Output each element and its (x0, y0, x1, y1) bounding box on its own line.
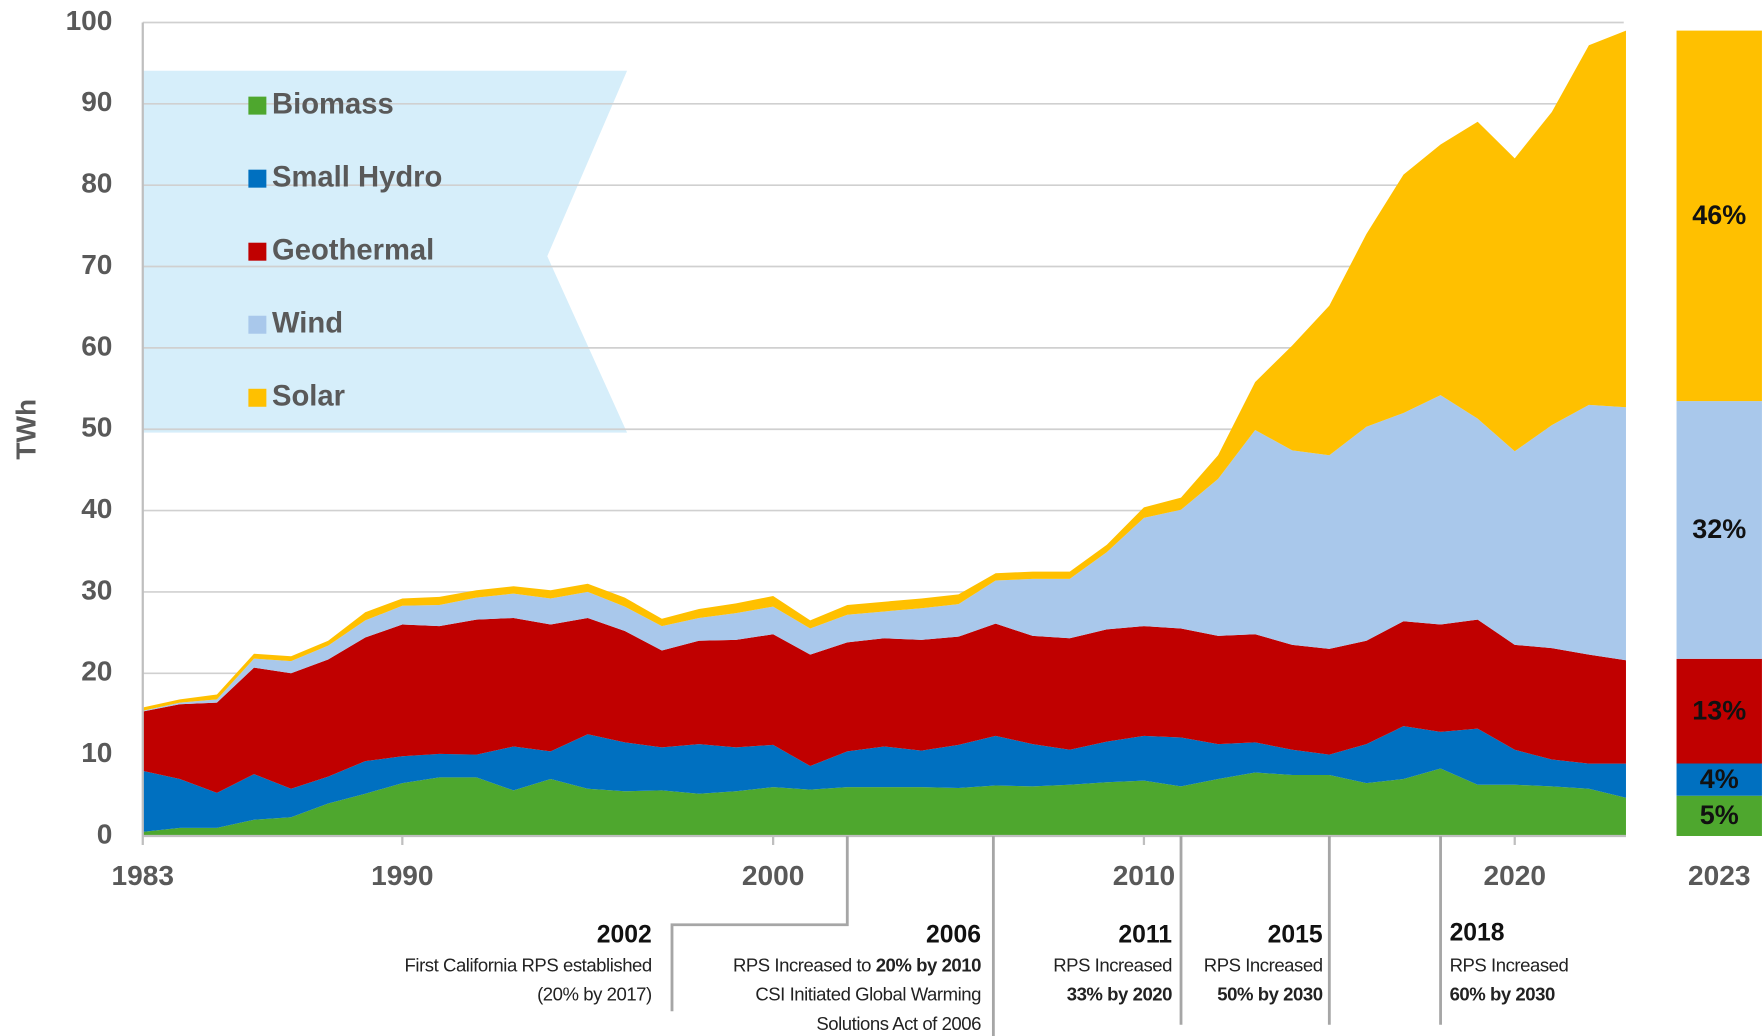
annotation-year: 2018 (1450, 919, 1505, 946)
annotation-year: 2002 (597, 922, 652, 949)
annotation-text: RPS Increased (1053, 954, 1172, 975)
annotation-year: 2006 (926, 922, 981, 949)
legend-label: Solar (272, 380, 345, 412)
share-label: 32% (1692, 514, 1746, 544)
annotation-segment: 50% by 2030 (1217, 983, 1322, 1004)
legend-swatch (248, 169, 267, 188)
share-bar (1676, 30, 1762, 402)
annotation-segment: RPS Increased to (733, 954, 876, 975)
y-tick-label: 40 (81, 493, 112, 524)
annotation-text: RPS Increased to 20% by 2010 (733, 954, 981, 975)
x-tick-label: 2023 (1688, 860, 1750, 891)
annotation-segment: 20% by 2010 (876, 954, 981, 975)
x-tick-label: 2020 (1484, 860, 1546, 891)
y-tick-label: 80 (81, 168, 112, 199)
legend-label: Geothermal (272, 234, 434, 266)
y-tick-label: 30 (81, 574, 112, 605)
annotation-text: 33% by 2020 (1067, 983, 1172, 1004)
annotation-text: First California RPS established (405, 954, 652, 975)
y-tick-label: 60 (81, 330, 112, 361)
area (142, 726, 1626, 832)
annotation-text: Solutions Act of 2006 (816, 1013, 981, 1034)
legend-label: Small Hydro (272, 161, 442, 193)
y-axis-label: TWh (11, 399, 42, 460)
legend-label: Biomass (272, 88, 394, 120)
legend-swatch (248, 242, 267, 261)
annotation-segment: (20% by 2017) (537, 983, 652, 1004)
x-tick-label: 1990 (371, 860, 433, 891)
annotation-text: 50% by 2030 (1217, 983, 1322, 1004)
share-bar (1676, 401, 1762, 659)
y-tick-label: 0 (97, 818, 113, 849)
x-tick-label: 2010 (1113, 860, 1175, 891)
share-bar (1676, 763, 1762, 796)
annotation-segment: First California RPS established (405, 954, 652, 975)
share-label: 13% (1692, 695, 1746, 725)
area (142, 617, 1626, 793)
y-tick-label: 10 (81, 737, 112, 768)
legend-swatch (248, 96, 267, 115)
legend-label: Wind (272, 307, 343, 339)
leader-line (670, 835, 849, 1012)
annotation-year: 2011 (1118, 922, 1172, 949)
annotation-text: RPS Increased (1204, 954, 1323, 975)
annotation-text: CSI Initiated Global Warming (755, 983, 981, 1004)
annotation-segment: CSI Initiated Global Warming (755, 983, 981, 1004)
legend-background (142, 70, 628, 433)
annotation-text: (20% by 2017) (537, 983, 652, 1004)
share-label: 4% (1700, 764, 1739, 794)
annotation-segment: RPS Increased (1450, 954, 1569, 975)
share-bar (1676, 795, 1762, 836)
annotation-segment: 33% by 2020 (1067, 983, 1172, 1004)
share-label: 46% (1692, 200, 1746, 230)
annotation-text: 60% by 2030 (1450, 983, 1555, 1004)
legend-swatch (248, 315, 267, 334)
y-tick-label: 20 (81, 656, 112, 687)
y-tick-label: 50 (81, 412, 112, 443)
share-bar (1676, 658, 1762, 764)
x-tick-label: 1983 (112, 860, 174, 891)
share-label: 5% (1700, 800, 1739, 830)
legend-swatch (248, 388, 267, 407)
y-tick-label: 100 (66, 5, 113, 36)
annotation-segment: RPS Increased (1053, 954, 1172, 975)
annotation-year: 2015 (1268, 922, 1323, 949)
y-tick-label: 70 (81, 249, 112, 280)
annotation-text: RPS Increased (1450, 954, 1569, 975)
x-tick-label: 2000 (742, 860, 804, 891)
annotation-segment: 60% by 2030 (1450, 983, 1555, 1004)
annotation-segment: Solutions Act of 2006 (816, 1013, 981, 1034)
area (142, 30, 1626, 711)
area (142, 395, 1626, 712)
annotation-segment: RPS Increased (1204, 954, 1323, 975)
y-tick-label: 90 (81, 86, 112, 117)
area (142, 768, 1626, 836)
